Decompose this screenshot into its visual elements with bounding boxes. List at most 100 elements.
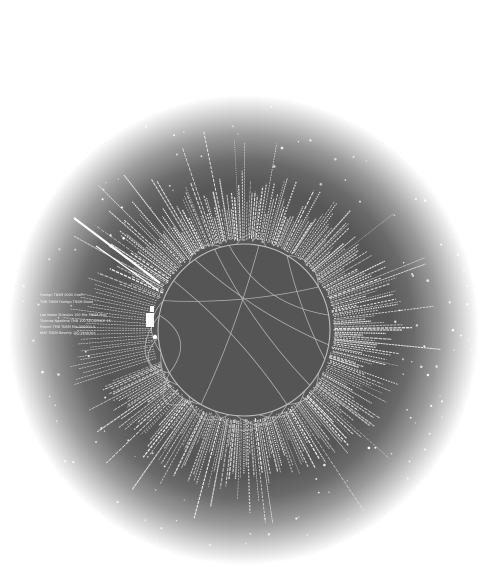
label-spoke	[281, 411, 309, 468]
label-spoke	[332, 315, 375, 321]
outer-dot	[319, 182, 323, 186]
label-spoke	[304, 397, 349, 446]
outer-dot	[298, 516, 300, 518]
label-spoke	[187, 415, 213, 482]
label-spoke	[251, 420, 260, 502]
node-label: Lab Name Stimulus 100 Mix TNSM Ping	[40, 313, 107, 317]
label-spoke	[189, 181, 214, 246]
outer-dot	[272, 165, 276, 168]
label-spoke	[112, 361, 162, 381]
label-spoke	[290, 406, 326, 463]
label-spoke	[245, 201, 248, 241]
network-link	[159, 314, 182, 374]
label-spoke	[176, 206, 201, 250]
outer-dots	[22, 105, 473, 547]
label-spoke	[126, 233, 175, 274]
outer-dot	[280, 146, 284, 150]
outer-dot	[456, 253, 459, 257]
label-spoke	[330, 283, 390, 304]
label-spoke	[228, 419, 236, 480]
label-spoke	[302, 400, 349, 454]
label-spoke	[311, 242, 345, 272]
label-spoke	[324, 270, 359, 289]
label-spoke	[213, 417, 227, 472]
label-spoke	[334, 338, 442, 350]
outer-dot	[231, 125, 234, 128]
outer-dot	[430, 404, 433, 408]
label-spoke	[144, 393, 183, 434]
label-spoke	[182, 147, 216, 244]
network-link	[188, 244, 222, 265]
outer-dot	[420, 365, 423, 369]
outer-dot	[423, 199, 427, 202]
label-spoke	[303, 227, 333, 261]
inner-circle	[157, 243, 331, 417]
label-spoke	[123, 219, 178, 269]
network-link	[162, 372, 195, 406]
label-spoke	[226, 194, 233, 239]
network-link	[286, 255, 326, 360]
label-spoke	[131, 404, 193, 490]
label-spoke	[188, 217, 205, 250]
label-spoke	[318, 382, 359, 412]
network-link	[258, 390, 306, 418]
outer-dot	[172, 134, 176, 137]
label-spoke	[332, 293, 393, 310]
label-spoke	[333, 318, 367, 323]
outer-dot	[95, 441, 97, 443]
label-spoke	[94, 284, 157, 304]
label-spoke	[203, 195, 219, 243]
label-spoke	[333, 290, 397, 308]
outer-dot	[317, 491, 320, 494]
label-spoke	[162, 230, 188, 261]
label-spoke	[239, 421, 243, 479]
label-spoke	[325, 371, 387, 403]
node-label: Foreign TNSM 0000 Gram	[40, 293, 84, 297]
outer-dot	[208, 543, 211, 547]
label-spoke	[70, 308, 153, 320]
label-spoke	[149, 402, 190, 455]
label-spoke	[313, 236, 356, 273]
label-spoke	[126, 378, 169, 406]
label-spoke	[299, 401, 330, 440]
label-spoke	[263, 198, 275, 243]
outer-dot	[245, 542, 247, 545]
label-spoke	[78, 350, 155, 370]
label-spoke	[333, 301, 401, 314]
outer-dot	[406, 477, 409, 480]
label-spoke	[331, 346, 363, 354]
outer-dot	[172, 189, 174, 191]
outer-dot	[451, 328, 455, 332]
label-spoke	[95, 225, 172, 279]
outer-dot	[408, 460, 411, 463]
label-spoke	[268, 177, 288, 243]
label-spoke	[80, 296, 154, 313]
outer-dot	[352, 155, 355, 159]
label-spoke	[221, 209, 229, 240]
label-spoke	[334, 339, 378, 346]
label-spoke	[327, 266, 386, 294]
outer-dot	[426, 373, 430, 377]
network-links	[144, 233, 329, 431]
label-spoke	[130, 252, 169, 280]
label-spoke	[164, 396, 184, 416]
label-spoke	[329, 263, 426, 300]
label-spoke	[158, 406, 194, 461]
outer-dot	[249, 533, 252, 535]
label-spoke	[139, 214, 183, 263]
label-spoke	[230, 192, 237, 240]
outer-dot	[150, 207, 152, 209]
label-spoke	[334, 333, 363, 336]
label-spoke	[310, 251, 331, 270]
outer-dot	[270, 105, 273, 108]
label-spoke	[321, 376, 350, 395]
label-spoke	[332, 303, 398, 316]
label-spoke	[279, 413, 302, 465]
outer-dot	[439, 395, 441, 397]
label-spoke	[181, 408, 197, 435]
label-spoke	[172, 226, 193, 256]
outer-dot	[440, 400, 444, 403]
label-spoke	[108, 210, 178, 272]
label-spoke	[226, 210, 232, 240]
label-spoke	[296, 201, 335, 256]
